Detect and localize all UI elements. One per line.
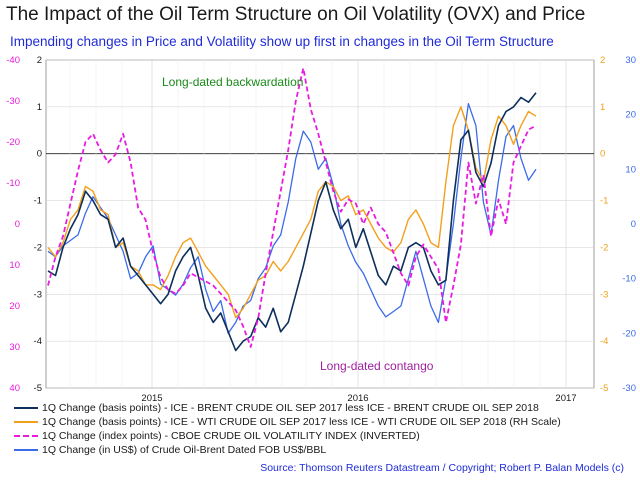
y-tick-label-pink: 0: [15, 219, 20, 230]
y-tick-label-left: -3: [34, 289, 42, 300]
legend-swatch: [14, 421, 38, 424]
y-tick-label-pink: -10: [6, 178, 20, 189]
legend-swatch: [14, 435, 38, 438]
source-note: Source: Thomson Reuters Datastream / Cop…: [260, 462, 624, 474]
annotation-contango: Long-dated contango: [320, 359, 434, 373]
y-tick-label-orange: -3: [600, 289, 608, 300]
y-tick-label-pink: 40: [9, 383, 20, 394]
chart-title: The Impact of the Oil Term Structure on …: [6, 4, 586, 25]
y-tick-label-blue: 30: [625, 55, 636, 66]
x-tick-label: 2017: [555, 393, 576, 404]
chart-subtitle: Impending changes in Price and Volatilit…: [10, 34, 554, 49]
y-tick-label-left: 1: [37, 102, 42, 113]
y-tick-label-blue: -10: [622, 274, 636, 285]
y-tick-label-blue: -20: [622, 328, 636, 339]
legend-label: 1Q Change (basis points) - ICE - BRENT C…: [42, 402, 539, 414]
y-tick-label-orange: -2: [600, 242, 608, 253]
series-line: [47, 92, 537, 352]
legend-item: 1Q Change (basis points) - ICE - BRENT C…: [14, 402, 539, 414]
legend-item: 1Q Change (in US$) of Crude Oil-Brent Da…: [14, 444, 326, 456]
x-tick-label: 2015: [141, 393, 162, 404]
x-tick-label: 2016: [347, 393, 368, 404]
legend-swatch: [14, 407, 38, 410]
plot-frame: [45, 59, 595, 389]
y-tick-label-orange: 0: [600, 149, 605, 160]
y-tick-label-left: -4: [34, 336, 42, 347]
y-tick-label-pink: -40: [6, 55, 20, 66]
y-tick-label-orange: -5: [600, 383, 608, 394]
y-tick-label-left: 0: [37, 149, 42, 160]
series-line: [47, 103, 537, 334]
y-tick-label-left: -2: [34, 242, 42, 253]
y-tick-label-left: -5: [34, 383, 42, 394]
y-tick-label-blue: -30: [622, 383, 636, 394]
annotation-backwardation: Long-dated backwardation: [162, 75, 303, 89]
y-tick-label-left: -1: [34, 196, 42, 207]
legend-label: 1Q Change (index points) - CBOE CRUDE OI…: [42, 430, 420, 442]
y-tick-label-pink: -30: [6, 96, 20, 107]
y-tick-label-pink: 30: [9, 342, 20, 353]
y-tick-label-pink: -20: [6, 137, 20, 148]
y-tick-label-orange: -4: [600, 336, 608, 347]
series-line: [47, 67, 537, 348]
y-tick-label-pink: 20: [9, 301, 20, 312]
legend-item: 1Q Change (index points) - CBOE CRUDE OI…: [14, 430, 420, 442]
y-tick-label-blue: 10: [625, 164, 636, 175]
y-tick-label-pink: 10: [9, 260, 20, 271]
legend-swatch: [14, 449, 38, 452]
legend-label: 1Q Change (basis points) - ICE - WTI CRU…: [42, 416, 561, 428]
legend-label: 1Q Change (in US$) of Crude Oil-Brent Da…: [42, 444, 327, 456]
y-tick-label-blue: 20: [625, 110, 636, 121]
y-tick-label-orange: 2: [600, 55, 605, 66]
y-tick-label-orange: -1: [600, 196, 608, 207]
y-tick-label-left: 2: [37, 55, 42, 66]
y-tick-label-orange: 1: [600, 102, 605, 113]
legend-item: 1Q Change (basis points) - ICE - WTI CRU…: [14, 416, 561, 428]
y-tick-label-blue: 0: [631, 219, 636, 230]
